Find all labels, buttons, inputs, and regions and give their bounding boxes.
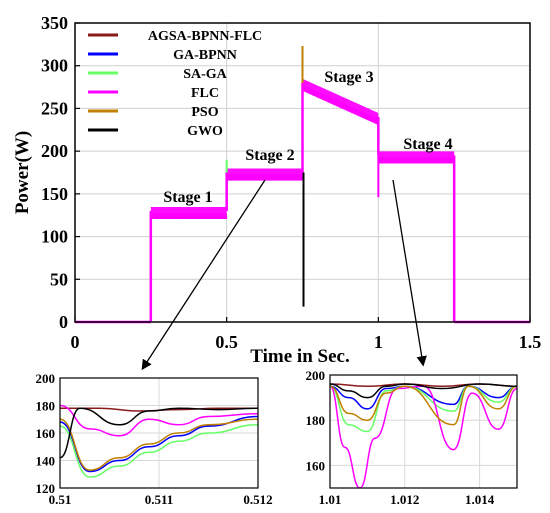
legend-entry: GA-BPNN bbox=[173, 48, 237, 63]
y-tick-label: 150 bbox=[41, 184, 68, 204]
inset-x-tick-label: 0.512 bbox=[243, 492, 272, 507]
inset-series-ga-bpnn bbox=[60, 415, 258, 473]
inset-series-sa-ga bbox=[60, 424, 258, 478]
legend-entry: PSO bbox=[191, 105, 218, 120]
stage-label: Stage 4 bbox=[403, 136, 452, 153]
zoom-arrows bbox=[141, 179, 427, 371]
main-power-chart: 0 50 100 150 200 250 300 350 0 0.5 1 1.5 Time in Sec… bbox=[12, 13, 541, 367]
inset-y-tick-label: 120 bbox=[36, 481, 56, 496]
stage-label: Stage 1 bbox=[163, 189, 212, 206]
x-tick-label: 1 bbox=[374, 332, 383, 352]
flc-stage2-band-ripple bbox=[226, 174, 304, 181]
legend-entry: SA-GA bbox=[183, 67, 227, 82]
stage-label: Stage 2 bbox=[245, 147, 294, 164]
x-tick-label: 1.5 bbox=[519, 332, 542, 352]
stage-label: Stage 3 bbox=[324, 69, 373, 86]
y-tick-label: 250 bbox=[41, 98, 68, 118]
y-tick-label: 300 bbox=[41, 56, 68, 76]
inset-series-sa-ga bbox=[330, 385, 517, 433]
inset-x-tick-label: 0.511 bbox=[145, 492, 174, 507]
y-tick-label: 100 bbox=[41, 227, 68, 247]
y-tick-label: 350 bbox=[41, 13, 68, 33]
y-axis-label: Power(W) bbox=[12, 131, 33, 214]
inset-series-pso bbox=[330, 385, 517, 426]
legend-entry: GWO bbox=[187, 124, 223, 139]
flc-stage4-band-ripple bbox=[377, 157, 455, 164]
inset-series-gwo bbox=[330, 383, 517, 399]
inset-y-tick-label: 160 bbox=[306, 458, 326, 473]
flc-stage1-band bbox=[150, 206, 227, 215]
y-tick-label: 200 bbox=[41, 141, 68, 161]
inset-y-tick-label: 160 bbox=[36, 426, 56, 441]
inset-frame bbox=[329, 374, 518, 489]
y-tick-label: 0 bbox=[59, 312, 68, 332]
inset-y-tick-label: 200 bbox=[306, 368, 326, 383]
inset-x-tick-label: 1.01 bbox=[319, 492, 342, 507]
inset-x-tick-label: 1.014 bbox=[465, 492, 495, 507]
flc-stage1-band-ripple bbox=[150, 212, 228, 220]
inset-y-tick-label: 180 bbox=[36, 399, 56, 414]
inset-y-tick-label: 200 bbox=[36, 371, 56, 386]
x-tick-label: 0.5 bbox=[215, 332, 238, 352]
zoom-arrow-stage4 bbox=[392, 179, 427, 367]
inset-series-flc bbox=[60, 404, 258, 437]
flc-stage3-band bbox=[302, 78, 379, 121]
inset-stage2-zoom: 120 140 160 180 200 0.51 0.511 0.512 bbox=[36, 371, 273, 507]
inset-series-pso bbox=[60, 418, 258, 471]
inset-x-tick-label: 1.012 bbox=[390, 492, 419, 507]
inset-y-tick-label: 180 bbox=[306, 413, 326, 428]
flc-stage4-band bbox=[378, 151, 455, 160]
inset-stage4-zoom: 160 180 200 1.01 1.012 1.014 bbox=[306, 368, 518, 507]
zoom-arrow-stage2 bbox=[141, 179, 266, 371]
inset-x-tick-label: 0.51 bbox=[49, 492, 72, 507]
flc-stage3-band-ripple bbox=[301, 85, 379, 126]
legend-entry: FLC bbox=[191, 86, 219, 101]
x-axis-label: Time in Sec. bbox=[250, 346, 349, 367]
flc-stage2-band bbox=[226, 168, 303, 177]
inset-series-gwo bbox=[60, 407, 258, 459]
inset-series-flc bbox=[330, 385, 517, 488]
legend-entry: AGSA-BPNN-FLC bbox=[148, 29, 262, 44]
y-tick-label: 50 bbox=[50, 269, 68, 289]
x-tick-label: 0 bbox=[71, 332, 80, 352]
inset-y-tick-label: 140 bbox=[36, 454, 56, 469]
inset-frame bbox=[59, 377, 259, 489]
plot-frame bbox=[74, 22, 531, 323]
